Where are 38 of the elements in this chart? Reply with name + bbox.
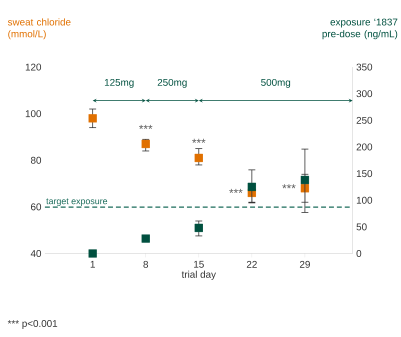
y-tick-label: 40 [30, 250, 42, 257]
point [142, 140, 150, 148]
y-axis-title: sweat chloride (mmol/L) [8, 18, 71, 40]
x-tick-label: 22 [246, 260, 257, 268]
point [88, 114, 97, 122]
y-tick-label: 120 [26, 63, 42, 70]
annotation: 125mg [104, 78, 134, 88]
point [142, 234, 150, 243]
y2-tick-label: 300 [356, 90, 372, 98]
x-tick-label: 1 [90, 260, 95, 268]
y-tick-label: 80 [30, 156, 42, 164]
y2-tick-label: 200 [356, 143, 372, 150]
x-tick-label: 15 [194, 260, 204, 268]
y2-tick-label: 150 [356, 170, 372, 177]
y-tick-label: 60 [31, 203, 42, 210]
annotation: 250mg [158, 78, 187, 88]
point [194, 224, 203, 232]
y2-tick-label: 0 [356, 250, 362, 257]
annotation: *** [192, 138, 206, 143]
y2-tick-label: 350 [356, 63, 372, 70]
ref-line-label: target exposure [46, 198, 108, 206]
annotation: *** [139, 124, 152, 129]
y2-tick-label: 50 [356, 223, 367, 230]
point [248, 182, 256, 191]
text: *** p<0.001 [8, 320, 58, 329]
x-tick-label: 8 [143, 260, 148, 268]
y2-tick-label: 250 [356, 116, 372, 124]
point [300, 176, 310, 184]
x-axis-title: trial day [182, 270, 216, 280]
annotation: *** [229, 188, 243, 193]
y2-axis-title: exposure ‘1837 pre-dose (ng/mL) [322, 18, 398, 40]
point [88, 249, 97, 258]
annotation: *** [282, 184, 296, 188]
annotation: 500mg [261, 78, 290, 88]
y2-tick-label: 100 [356, 196, 372, 204]
y-tick-label: 100 [26, 110, 42, 117]
x-tick-label: 29 [300, 260, 310, 268]
point [194, 154, 203, 162]
